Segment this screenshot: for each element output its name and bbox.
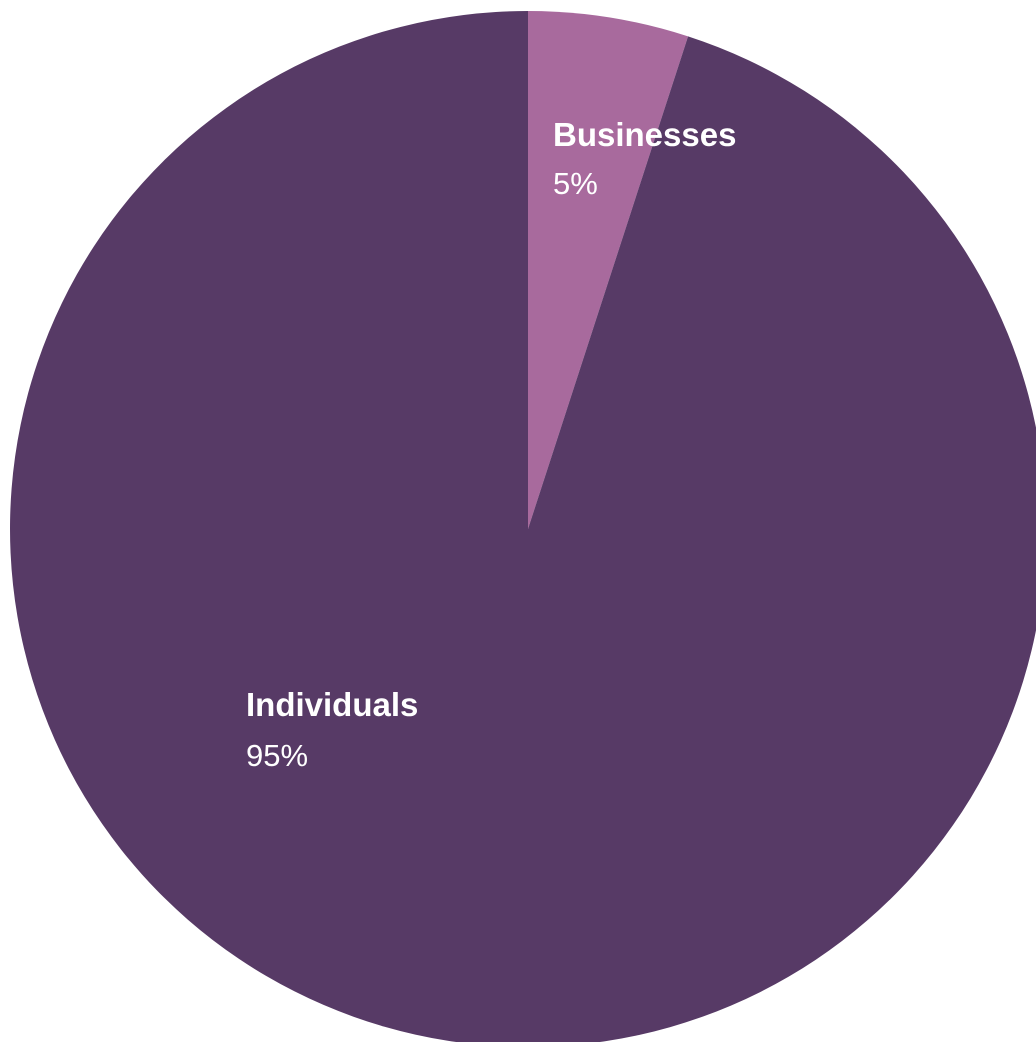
pie-slice-individuals — [10, 11, 1036, 1042]
pie-slices — [10, 11, 1036, 1042]
slice-value-individuals: 95% — [246, 738, 308, 773]
slice-value-businesses: 5% — [553, 166, 598, 201]
pie-labels: Businesses 5% Individuals 95% — [246, 116, 736, 773]
pie-slice-businesses — [528, 11, 689, 529]
slice-label-individuals: Individuals — [246, 686, 418, 723]
slice-label-businesses: Businesses — [553, 116, 736, 153]
